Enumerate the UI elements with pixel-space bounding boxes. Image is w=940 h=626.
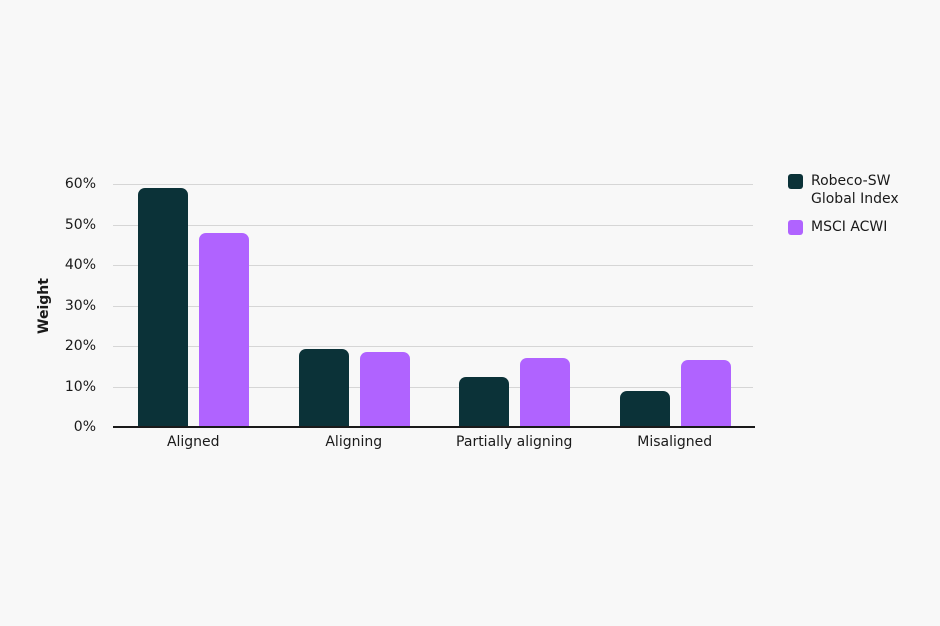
bar-robeco	[619, 390, 670, 427]
x-axis-line	[113, 426, 755, 428]
legend-swatch-msci	[788, 220, 803, 235]
y-tick-label: 40%	[64, 257, 96, 273]
y-tick-label: 20%	[64, 338, 96, 354]
gridline	[113, 225, 753, 226]
gridline	[113, 346, 753, 347]
legend: Robeco-SW Global Index MSCI ACWI	[788, 172, 931, 246]
x-tick-label: Misaligned	[637, 434, 713, 450]
gridline	[113, 265, 753, 266]
y-tick-label: 0%	[73, 419, 96, 435]
bar-msci	[520, 358, 571, 427]
x-tick-label: Aligning	[325, 434, 383, 450]
bar-robeco	[298, 348, 349, 427]
x-tick-label: Aligned	[166, 434, 220, 450]
gridline	[113, 184, 753, 185]
bar-robeco	[459, 376, 510, 427]
y-tick-label: 50%	[64, 217, 96, 233]
bar-robeco	[138, 188, 189, 427]
gridline	[113, 387, 753, 388]
gridline	[113, 306, 753, 307]
bar-msci	[199, 233, 250, 427]
x-tick-label: Partially aligning	[456, 434, 573, 450]
legend-item-robeco: Robeco-SW Global Index	[788, 172, 931, 208]
bar-msci	[680, 360, 731, 427]
y-tick-label: 10%	[64, 379, 96, 395]
legend-label: Robeco-SW Global Index	[811, 173, 899, 207]
legend-item-msci: MSCI ACWI	[788, 218, 931, 236]
bar-msci	[359, 351, 410, 427]
legend-swatch-robeco	[788, 174, 803, 189]
legend-label: MSCI ACWI	[811, 219, 888, 235]
y-tick-label: 30%	[64, 298, 96, 314]
y-tick-label: 60%	[64, 176, 96, 192]
